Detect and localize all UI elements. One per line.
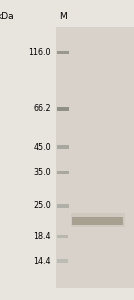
Text: 45.0: 45.0 bbox=[33, 143, 51, 152]
Text: 116.0: 116.0 bbox=[28, 48, 51, 57]
Bar bbox=[57, 146, 69, 149]
Bar bbox=[71, 213, 125, 227]
Bar bbox=[57, 107, 69, 110]
Bar bbox=[57, 51, 69, 55]
Bar bbox=[57, 204, 69, 208]
Text: kDa: kDa bbox=[0, 12, 14, 21]
Text: 35.0: 35.0 bbox=[33, 168, 51, 177]
Bar bbox=[57, 171, 69, 174]
Text: M: M bbox=[59, 12, 67, 21]
Text: 18.4: 18.4 bbox=[33, 232, 51, 241]
Bar bbox=[72, 217, 123, 225]
Bar bbox=[57, 235, 68, 238]
Bar bbox=[56, 27, 134, 288]
Text: 25.0: 25.0 bbox=[33, 202, 51, 211]
Text: 66.2: 66.2 bbox=[33, 104, 51, 113]
Text: 14.4: 14.4 bbox=[33, 256, 51, 266]
Bar bbox=[57, 259, 68, 263]
